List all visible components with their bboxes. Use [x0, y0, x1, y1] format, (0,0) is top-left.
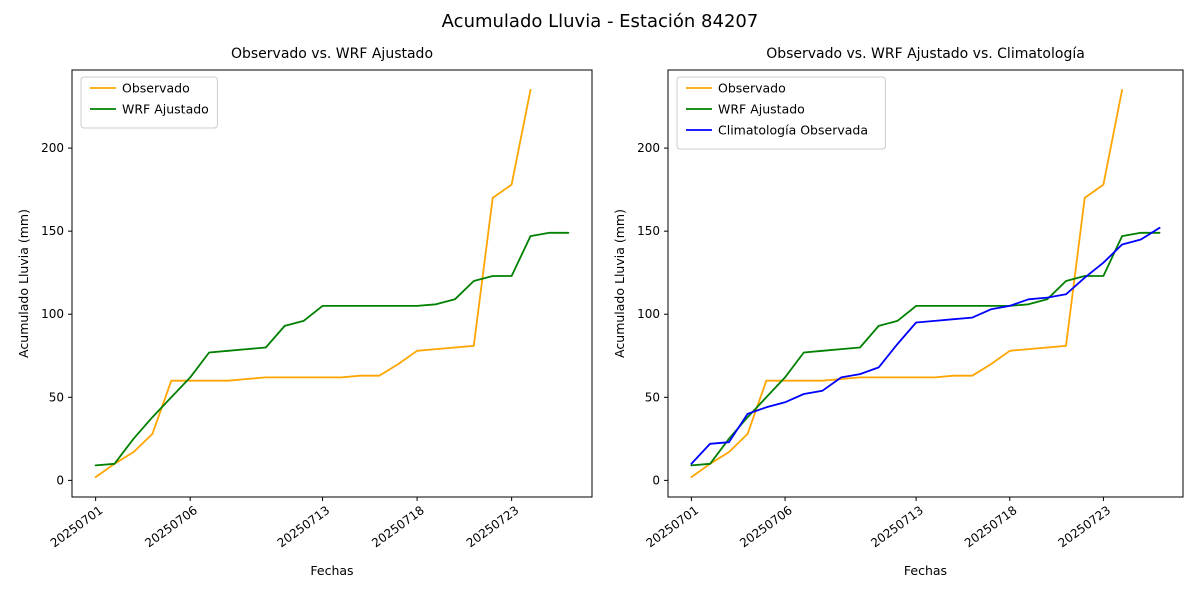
svg-text:20250701: 20250701 [644, 503, 702, 550]
legend: Observado WRF Ajustado [80, 76, 218, 129]
legend: Observado WRF Ajustado Climatología Observ… [676, 76, 886, 150]
svg-text:20250718: 20250718 [369, 503, 427, 550]
series-line-wrf-ajustado [690, 231, 1161, 467]
axes-box [71, 69, 593, 498]
right-chart: Observado vs. WRF Ajustado vs. Climatolo… [600, 0, 1200, 600]
svg-text:200: 200 [637, 141, 660, 155]
series-line-wrf-ajustado [94, 231, 570, 467]
svg-text:150: 150 [41, 224, 64, 238]
chart-svg: Observado vs. WRF Ajustado 0 50 100 150 200 20… [16, 46, 593, 578]
x-axis-ticks: 20250701 20250706 20250713 20250718 20250723 [644, 497, 1114, 550]
x-axis-label: Fechas [310, 563, 353, 578]
svg-text:150: 150 [637, 224, 660, 238]
svg-text:20250701: 20250701 [48, 503, 106, 550]
series-line-observado [94, 89, 532, 479]
legend-label: Observado [122, 81, 190, 96]
legend-label: WRF Ajustado [718, 102, 805, 117]
series-line-climatolog-a-observada [690, 226, 1161, 465]
axes-box [667, 69, 1184, 498]
legend-label: Observado [718, 81, 786, 96]
figure-title: Acumulado Lluvia - Estación 84207 [441, 11, 759, 32]
svg-text:20250723: 20250723 [464, 503, 522, 550]
svg-text:0: 0 [56, 473, 64, 487]
svg-text:0: 0 [652, 473, 660, 487]
x-axis-label: Fechas [904, 563, 947, 578]
svg-text:50: 50 [49, 390, 64, 404]
subplot-title: Observado vs. WRF Ajustado vs. Climatolo… [766, 46, 1085, 62]
svg-text:20250706: 20250706 [142, 503, 200, 550]
x-axis-ticks: 20250701 20250706 20250713 20250718 20250723 [48, 497, 522, 550]
svg-text:20250723: 20250723 [1056, 503, 1114, 550]
y-axis-ticks: 0 50 100 150 200 [637, 141, 668, 487]
svg-text:20250706: 20250706 [737, 503, 795, 550]
series-line-observado [690, 89, 1123, 479]
svg-text:20250713: 20250713 [275, 503, 333, 550]
svg-text:20250713: 20250713 [868, 503, 926, 550]
left-chart: Observado vs. WRF Ajustado 0 50 100 150 200 20… [0, 0, 600, 600]
svg-text:20250718: 20250718 [962, 503, 1020, 550]
legend-label: WRF Ajustado [122, 102, 209, 117]
svg-text:50: 50 [645, 390, 660, 404]
chart-svg: Observado vs. WRF Ajustado vs. Climatolo… [612, 46, 1184, 578]
y-axis-ticks: 0 50 100 150 200 [41, 141, 72, 487]
subplot-title: Observado vs. WRF Ajustado [231, 46, 433, 62]
y-axis-label: Acumulado Lluvia (mm) [612, 209, 627, 358]
y-axis-label: Acumulado Lluvia (mm) [16, 209, 31, 358]
svg-text:200: 200 [41, 141, 64, 155]
legend-label: Climatología Observada [718, 123, 868, 138]
svg-text:100: 100 [637, 307, 660, 321]
svg-text:100: 100 [41, 307, 64, 321]
